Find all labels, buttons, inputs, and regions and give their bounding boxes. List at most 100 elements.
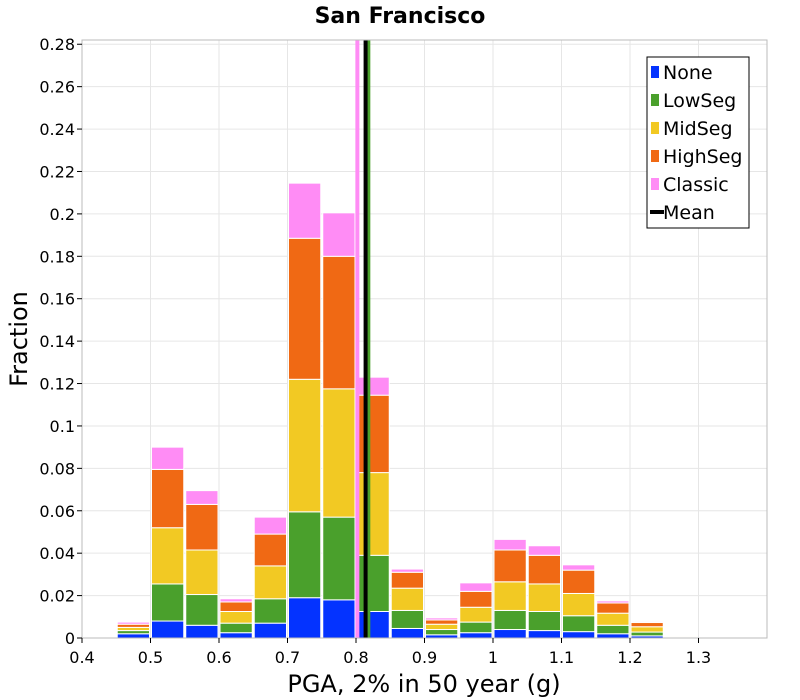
bar-highseg-13 — [562, 569, 596, 594]
bar-none-12 — [527, 630, 561, 639]
bar-highseg-14 — [596, 602, 630, 614]
legend-label-midseg: MidSeg — [663, 118, 733, 140]
bar-midseg-15 — [630, 626, 664, 633]
legend-swatch-highseg — [651, 150, 659, 162]
bar-none-11 — [493, 629, 527, 639]
x-tick-label-2: 0.6 — [206, 648, 231, 667]
y-tick-label-12: 0.24 — [39, 120, 75, 139]
legend-label-classic: Classic — [663, 174, 729, 196]
legend-swatch-midseg — [651, 122, 659, 134]
bar-midseg-7 — [356, 472, 390, 556]
bar-highseg-10 — [459, 590, 493, 608]
legend-label-none: None — [663, 62, 713, 84]
bar-lowseg-14 — [596, 624, 630, 635]
bar-midseg-2 — [185, 549, 219, 596]
y-axis-label: Fraction — [5, 291, 33, 387]
x-tick-label-3: 0.7 — [275, 648, 300, 667]
bar-none-3 — [219, 632, 253, 639]
bar-classic-8 — [390, 568, 424, 573]
bar-highseg-4 — [253, 533, 287, 567]
bar-highseg-3 — [219, 601, 253, 612]
x-tick-label-5: 0.9 — [412, 648, 437, 667]
axes: 0 0.02 0.04 0.06 0.08 0.1 0.12 0.14 0.16 0.18 0.2 0… — [39, 35, 711, 667]
bar-lowseg-12 — [527, 610, 561, 632]
bar-lowseg-3 — [219, 622, 253, 634]
legend-swatch-none — [651, 66, 659, 78]
bar-classic-2 — [185, 490, 219, 505]
bar-classic-15 — [630, 620, 664, 624]
y-tick-label-11: 0.22 — [39, 162, 75, 181]
bar-lowseg-15 — [630, 631, 664, 637]
bar-none-1 — [151, 620, 185, 639]
x-tick-label-4: 0.8 — [343, 648, 368, 667]
bar-midseg-10 — [459, 606, 493, 623]
bar-midseg-9 — [425, 623, 459, 631]
bar-lowseg-1 — [151, 583, 185, 622]
bar-lowseg-6 — [322, 516, 356, 601]
bar-classic-3 — [219, 598, 253, 603]
legend-label-highseg: HighSeg — [663, 146, 742, 168]
bar-midseg-6 — [322, 388, 356, 518]
y-tick-label-6: 0.12 — [39, 375, 75, 394]
bar-lowseg-5 — [288, 511, 322, 599]
bar-highseg-1 — [151, 468, 185, 529]
bar-midseg-8 — [390, 587, 424, 611]
bar-classic-7 — [356, 376, 390, 396]
y-tick-label-10: 0.2 — [50, 205, 75, 224]
bar-classic-9 — [425, 617, 459, 621]
reference-lines — [355, 40, 371, 638]
bar-none-0 — [116, 633, 150, 639]
legend-box — [646, 56, 750, 229]
bar-midseg-13 — [562, 592, 596, 617]
chart-title: San Francisco — [315, 4, 486, 29]
bar-midseg-1 — [151, 527, 185, 585]
x-tick-label-1: 0.5 — [138, 648, 163, 667]
x-tick-label-7: 1.1 — [549, 648, 574, 667]
y-tick-label-2: 0.04 — [39, 544, 75, 563]
bar-classic-13 — [562, 564, 596, 571]
bar-classic-6 — [322, 212, 356, 257]
bar-highseg-2 — [185, 503, 219, 551]
y-tick-label-5: 0.1 — [50, 417, 75, 436]
x-axis-label: PGA, 2% in 50 year (g) — [287, 670, 560, 698]
bar-classic-10 — [459, 582, 493, 592]
bar-none-13 — [562, 631, 596, 639]
legend-swatch-classic — [651, 178, 659, 190]
y-tick-label-8: 0.16 — [39, 290, 75, 309]
bar-lowseg-13 — [562, 615, 596, 633]
legend-swatch-lowseg — [651, 94, 659, 106]
y-tick-label-13: 0.26 — [39, 78, 75, 97]
legend-label-lowseg: LowSeg — [663, 90, 736, 112]
y-tick-label-1: 0.02 — [39, 587, 75, 606]
bar-lowseg-10 — [459, 621, 493, 634]
bar-classic-5 — [288, 182, 322, 239]
y-tick-label-3: 0.06 — [39, 502, 75, 521]
bar-classic-1 — [151, 446, 185, 470]
bar-midseg-14 — [596, 612, 630, 626]
bar-none-7 — [356, 610, 390, 639]
x-tick-label-8: 1.2 — [617, 648, 642, 667]
bar-lowseg-8 — [390, 609, 424, 629]
legend-label-mean: Mean — [663, 202, 715, 224]
bar-classic-0 — [116, 621, 150, 625]
x-tick-label-6: 1 — [488, 648, 498, 667]
legend: None LowSeg MidSeg HighSeg Classic Mean — [646, 56, 750, 229]
bar-none-8 — [390, 627, 424, 639]
y-tick-label-4: 0.08 — [39, 459, 75, 478]
bars — [116, 182, 733, 639]
bar-classic-12 — [527, 545, 561, 556]
bar-lowseg-2 — [185, 594, 219, 626]
bar-highseg-8 — [390, 571, 424, 589]
bar-midseg-3 — [219, 610, 253, 624]
bar-midseg-5 — [288, 378, 322, 513]
bar-midseg-4 — [253, 565, 287, 600]
bar-none-10 — [459, 632, 493, 639]
x-tick-label-0: 0.4 — [69, 648, 94, 667]
bar-highseg-16 — [664, 634, 698, 636]
bar-none-14 — [596, 633, 630, 639]
bar-highseg-12 — [527, 554, 561, 585]
bar-none-6 — [322, 599, 356, 639]
bar-lowseg-7 — [356, 554, 390, 612]
bar-classic-11 — [493, 538, 527, 551]
